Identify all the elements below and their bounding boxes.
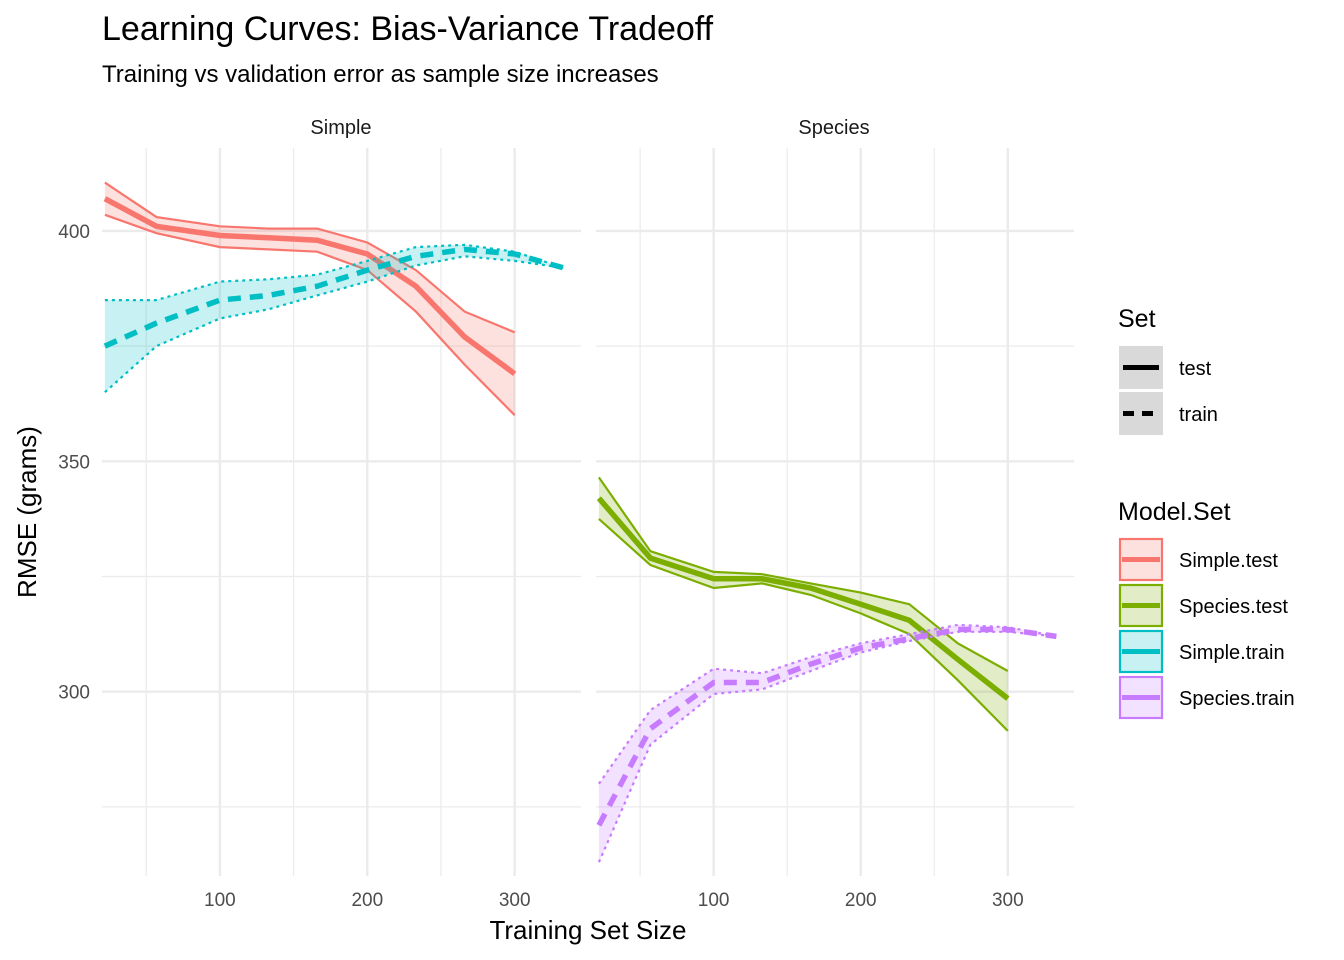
y-axis-ticks: 300 350 400: [58, 222, 90, 704]
legend-entry-test: test: [1119, 346, 1212, 389]
chart-subtitle: Training vs validation error as sample s…: [102, 61, 659, 88]
legend: Set test train Model.Set Simple.test Speci…: [1118, 305, 1295, 720]
legend-entry-train: train: [1119, 392, 1218, 435]
ribbon-upper-bound: [597, 623, 1057, 785]
x-tick-label: 200: [845, 890, 877, 911]
confidence-ribbon: [104, 244, 564, 393]
legend-label: Simple.test: [1179, 550, 1278, 572]
x-tick-label: 200: [351, 890, 383, 911]
series-line: [596, 496, 1010, 701]
series-species-train: [596, 623, 1057, 863]
legend-label: train: [1179, 404, 1218, 426]
legend-set-title: Set: [1118, 305, 1156, 333]
y-tick-label: 300: [58, 683, 90, 704]
series-line: [596, 626, 1057, 827]
panel-species: [596, 148, 1074, 876]
y-tick-label: 400: [58, 222, 90, 243]
ribbon-upper-bound: [104, 243, 564, 302]
legend-entry-species-train: Species.train: [1118, 675, 1295, 720]
x-tick-label: 300: [992, 890, 1024, 911]
y-axis-title: RMSE (grams): [12, 426, 42, 598]
x-axis-title: Training Set Size: [489, 915, 686, 945]
series-simple-test: [103, 181, 517, 416]
series-line: [103, 196, 517, 377]
ribbon-lower-bound: [598, 518, 1009, 732]
ribbon-lower-bound: [597, 630, 1057, 863]
y-tick-label: 350: [58, 452, 90, 473]
legend-label: Simple.train: [1179, 642, 1285, 664]
chart-title: Learning Curves: Bias-Variance Tradeoff: [102, 10, 714, 48]
facet-label-simple: Simple: [310, 117, 371, 139]
x-tick-label: 100: [204, 890, 236, 911]
x-tick-label: 100: [698, 890, 730, 911]
ribbon-upper-bound: [104, 181, 516, 334]
confidence-ribbon: [104, 182, 515, 416]
ribbon-lower-bound: [104, 213, 516, 416]
legend-label: Species.train: [1179, 688, 1295, 710]
legend-entry-species-test: Species.test: [1118, 583, 1288, 628]
legend-label: Species.test: [1179, 596, 1288, 618]
legend-label: test: [1179, 358, 1212, 380]
series-line: [103, 246, 565, 349]
x-axis-ticks: 100 200 300 100 200 300: [204, 890, 1024, 911]
legend-entry-simple-train: Simple.train: [1118, 629, 1285, 674]
legend-model-set-title: Model.Set: [1118, 498, 1231, 526]
facet-label-species: Species: [798, 117, 869, 139]
legend-entry-simple-test: Simple.test: [1118, 537, 1278, 582]
series-simple-train: [103, 243, 565, 394]
panel-simple: [102, 148, 581, 876]
x-tick-label: 300: [499, 890, 531, 911]
